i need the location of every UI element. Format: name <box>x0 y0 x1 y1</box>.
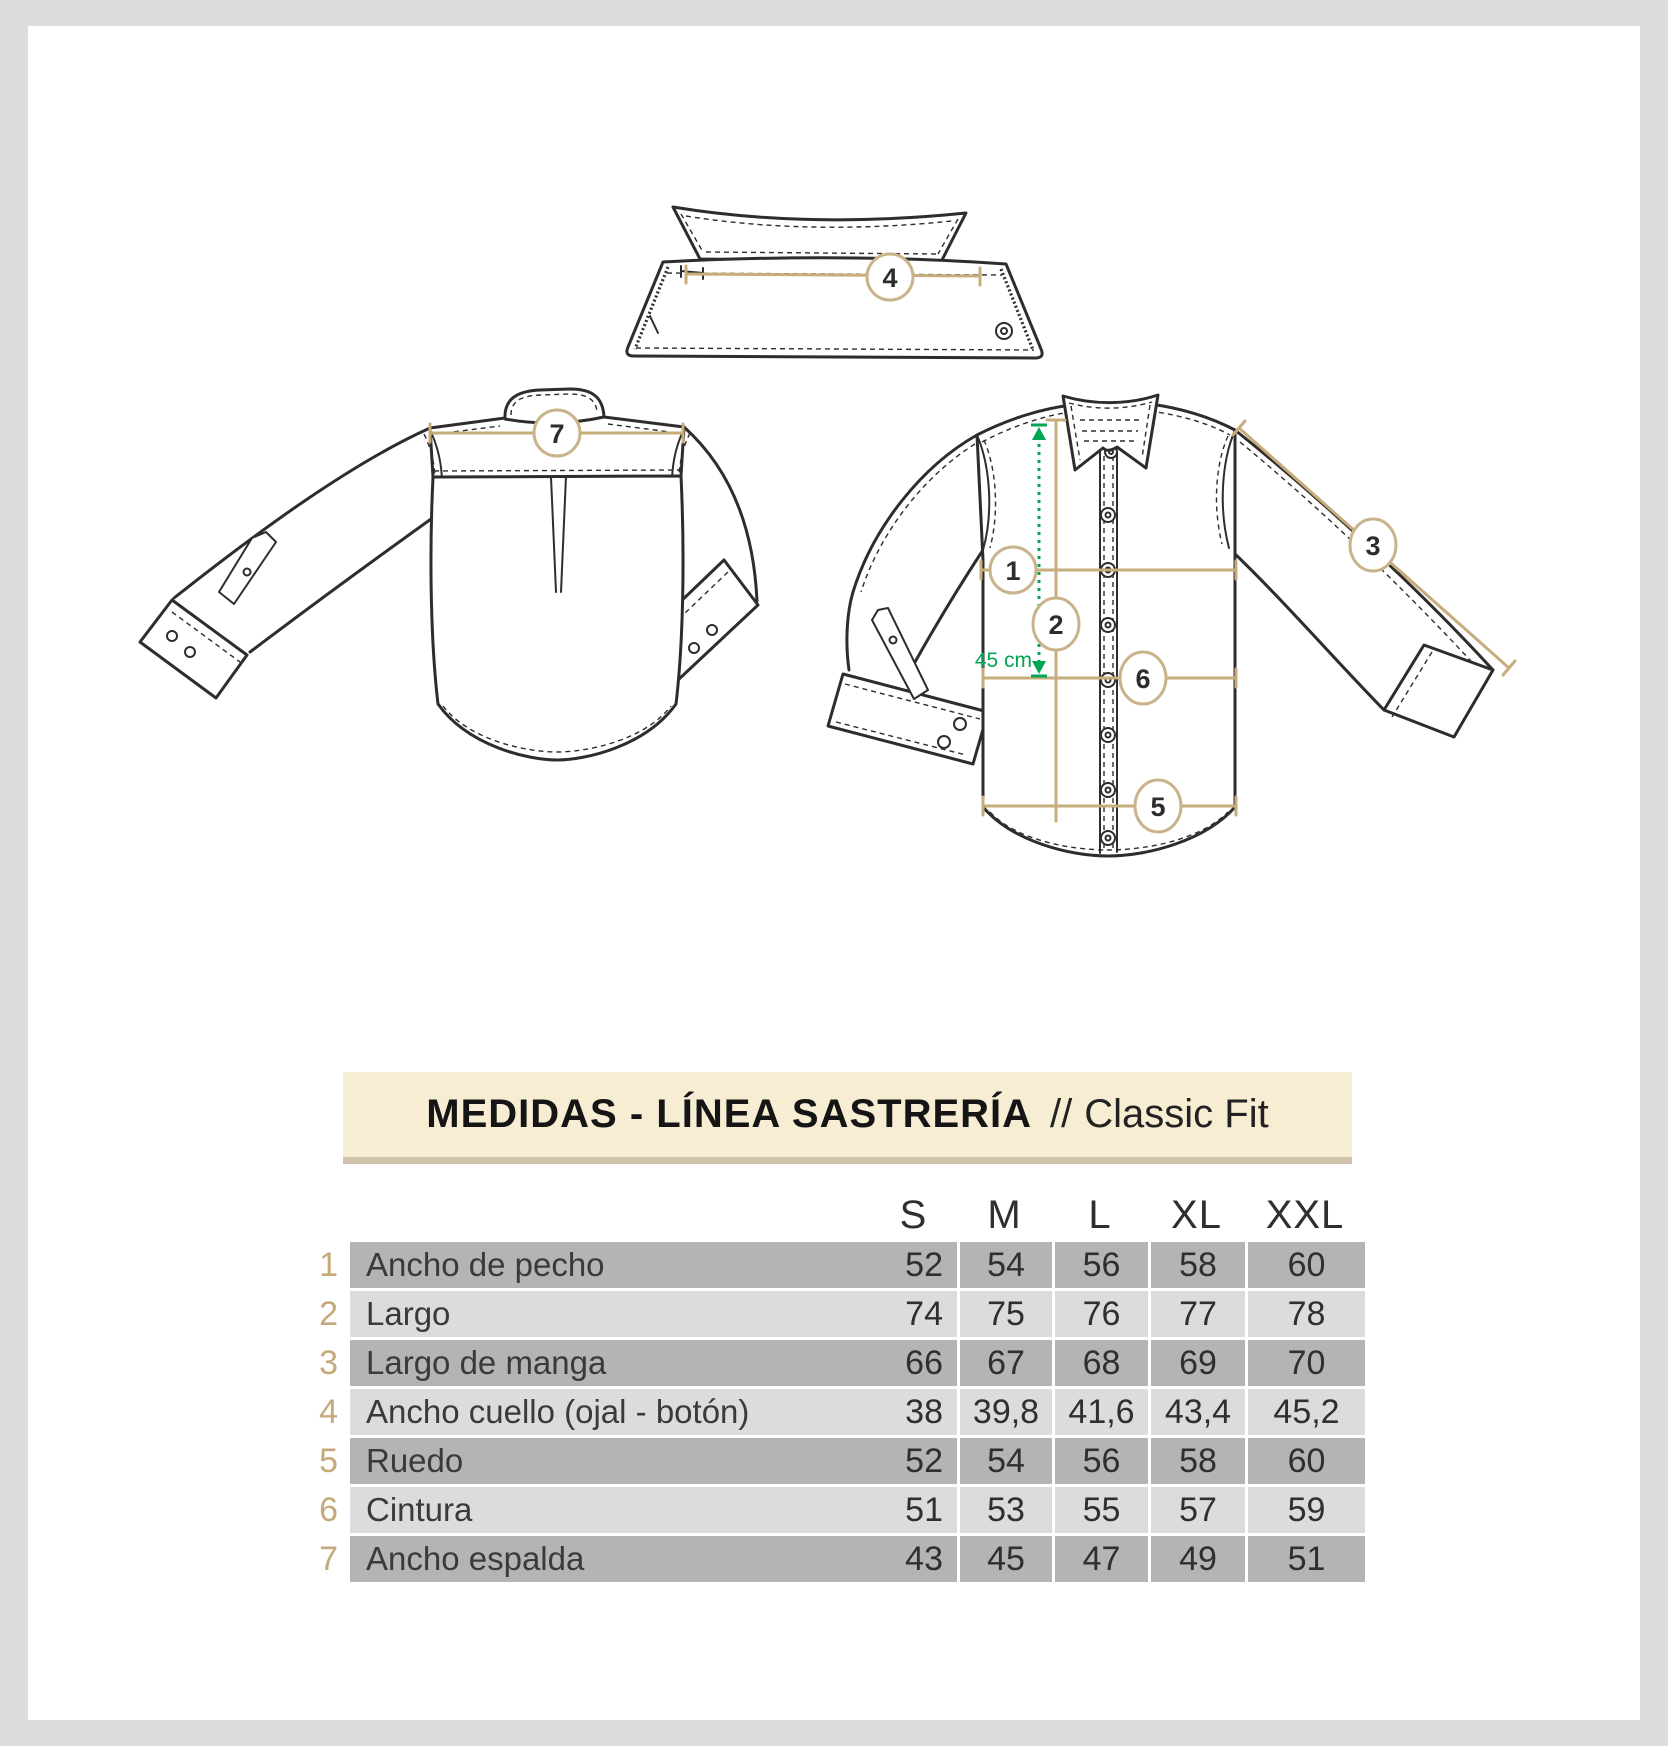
row-label: Ancho espalda <box>350 1536 870 1582</box>
value-m: 53 <box>957 1487 1052 1533</box>
value-l: 41,6 <box>1052 1389 1148 1435</box>
title-subtitle: Classic Fit <box>1084 1092 1269 1136</box>
value-s: 38 <box>870 1389 957 1435</box>
table-row-largo: 2 Largo 74 75 76 77 78 <box>300 1291 1365 1337</box>
value-m: 45 <box>957 1536 1052 1582</box>
size-header-xxl: XXL <box>1265 1193 1345 1237</box>
size-header-m: M <box>987 1193 1022 1237</box>
value-l: 56 <box>1052 1438 1148 1484</box>
callout-5 <box>1133 778 1183 834</box>
value-xl: 57 <box>1148 1487 1245 1533</box>
size-table: S M L XL XXL 1 Ancho de pecho 52 54 56 5… <box>300 1188 1365 1585</box>
shirt-technical-drawing: 4 <box>138 205 1517 858</box>
table-row-ancho-de-pecho: 1 Ancho de pecho 52 54 56 58 60 <box>300 1242 1365 1288</box>
size-header-l: L <box>1088 1193 1112 1237</box>
value-xl: 58 <box>1148 1242 1245 1288</box>
measure-line-4: 4 <box>684 252 982 302</box>
measure-line-6 <box>981 667 1238 689</box>
value-s: 51 <box>870 1487 957 1533</box>
callout-3 <box>1348 517 1398 573</box>
back-view: 7 <box>138 387 760 762</box>
value-xl: 43,4 <box>1148 1389 1245 1435</box>
value-xl: 58 <box>1148 1438 1245 1484</box>
callout-2 <box>1031 596 1081 652</box>
table-row-cintura: 6 Cintura 51 53 55 57 59 <box>300 1487 1365 1533</box>
value-xxl: 51 <box>1245 1536 1365 1582</box>
callout-7-label: 7 <box>549 419 564 449</box>
callout-1 <box>988 545 1038 595</box>
annotation-45cm: 45 cm <box>975 423 1047 678</box>
value-xl: 49 <box>1148 1536 1245 1582</box>
page-title: MEDIDAS - LÍNEA SASTRERÍA <box>426 1092 1033 1136</box>
row-label: Cintura <box>350 1487 870 1533</box>
size-header-row: S M L XL XXL <box>300 1188 1365 1238</box>
row-label: Largo <box>350 1291 870 1337</box>
row-number: 2 <box>319 1295 338 1333</box>
table-row-largo-de-manga: 3 Largo de manga 66 67 68 69 70 <box>300 1340 1365 1386</box>
title-separator: // <box>1050 1092 1073 1136</box>
callout-3-label: 3 <box>1365 531 1380 561</box>
value-xxl: 59 <box>1245 1487 1365 1533</box>
value-m: 39,8 <box>957 1389 1052 1435</box>
row-label: Ancho cuello (ojal - botón) <box>350 1389 870 1435</box>
row-number: 3 <box>319 1344 338 1382</box>
size-header-xl: XL <box>1171 1193 1222 1237</box>
collar-button <box>995 322 1013 340</box>
table-row-ancho-cuello: 4 Ancho cuello (ojal - botón) 38 39,8 41… <box>300 1389 1365 1435</box>
callout-1-label: 1 <box>1005 556 1020 586</box>
value-xl: 77 <box>1148 1291 1245 1337</box>
value-xxl: 60 <box>1245 1242 1365 1288</box>
value-m: 54 <box>957 1438 1052 1484</box>
measure-line-7: 7 <box>428 408 685 458</box>
callout-4-label: 4 <box>882 263 897 293</box>
row-number: 1 <box>319 1246 338 1284</box>
value-xxl: 60 <box>1245 1438 1365 1484</box>
row-number: 6 <box>319 1491 338 1529</box>
value-s: 66 <box>870 1340 957 1386</box>
table-row-ancho-espalda: 7 Ancho espalda 43 45 47 49 51 <box>300 1536 1365 1582</box>
callout-6-label: 6 <box>1135 664 1150 694</box>
value-l: 56 <box>1052 1242 1148 1288</box>
table-row-ruedo: 5 Ruedo 52 54 56 58 60 <box>300 1438 1365 1484</box>
row-number: 7 <box>319 1540 338 1578</box>
front-view: 45 cm 1 2 3 6 5 <box>826 393 1517 858</box>
value-m: 54 <box>957 1242 1052 1288</box>
value-xl: 69 <box>1148 1340 1245 1386</box>
callout-2-label: 2 <box>1048 610 1063 640</box>
size-header-s: S <box>899 1193 928 1237</box>
value-l: 47 <box>1052 1536 1148 1582</box>
value-s: 43 <box>870 1536 957 1582</box>
title-bar: MEDIDAS - LÍNEA SASTRERÍA // Classic Fit <box>343 1072 1352 1157</box>
value-xxl: 45,2 <box>1245 1389 1365 1435</box>
row-number: 5 <box>319 1442 338 1480</box>
value-s: 52 <box>870 1438 957 1484</box>
value-l: 76 <box>1052 1291 1148 1337</box>
collar-detail-view: 4 <box>625 205 1044 360</box>
value-m: 67 <box>957 1340 1052 1386</box>
value-s: 52 <box>870 1242 957 1288</box>
value-l: 68 <box>1052 1340 1148 1386</box>
callout-4 <box>865 252 915 302</box>
row-label: Largo de manga <box>350 1340 870 1386</box>
callout-7 <box>532 408 582 458</box>
callout-5-label: 5 <box>1150 792 1165 822</box>
measure-line-5 <box>981 795 1238 817</box>
row-label: Ancho de pecho <box>350 1242 870 1288</box>
value-m: 75 <box>957 1291 1052 1337</box>
row-number: 4 <box>319 1393 338 1431</box>
value-xxl: 70 <box>1245 1340 1365 1386</box>
callout-6 <box>1118 650 1168 706</box>
value-s: 74 <box>870 1291 957 1337</box>
value-l: 55 <box>1052 1487 1148 1533</box>
row-label: Ruedo <box>350 1438 870 1484</box>
annotation-45cm-label: 45 cm <box>975 649 1032 672</box>
value-xxl: 78 <box>1245 1291 1365 1337</box>
